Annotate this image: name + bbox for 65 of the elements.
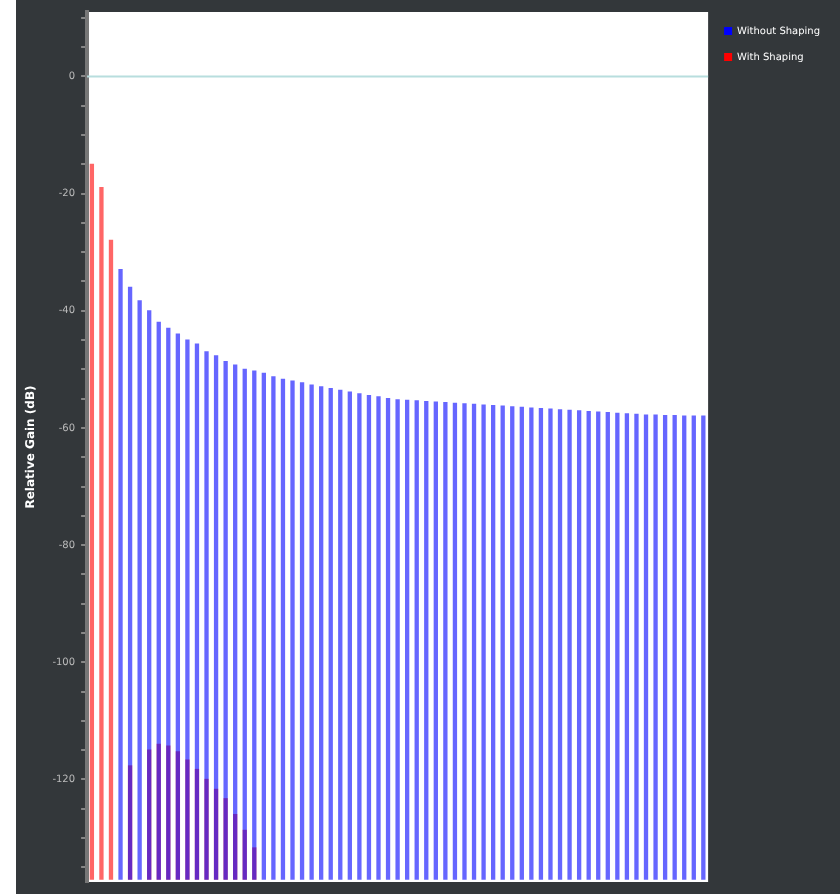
bar: [538, 407, 544, 880]
bar: [443, 402, 448, 880]
bar: [89, 163, 95, 880]
bar: [643, 414, 649, 880]
bar: [586, 410, 591, 880]
bar: [233, 364, 238, 880]
bar: [185, 339, 190, 880]
bar: [328, 388, 333, 880]
bar: [366, 395, 372, 880]
bar: [576, 410, 582, 880]
bar: [204, 351, 209, 880]
bar: [357, 393, 362, 880]
bar: [299, 382, 305, 880]
bar: [137, 300, 142, 880]
bar: [662, 415, 668, 880]
bar: [280, 378, 286, 880]
bar: [405, 399, 410, 880]
bar: [347, 391, 352, 880]
bar: [175, 333, 181, 880]
bar: [510, 406, 515, 880]
bar: [309, 384, 314, 880]
bar: [271, 376, 276, 880]
bar: [319, 386, 324, 880]
bar: [108, 239, 114, 880]
bar: [682, 415, 687, 880]
bar: [596, 411, 601, 880]
bar: [127, 286, 133, 880]
bar: [529, 407, 534, 880]
bar: [252, 370, 257, 880]
bar: [567, 409, 572, 880]
bar: [462, 403, 467, 880]
bar: [424, 400, 429, 880]
bar: [605, 412, 610, 880]
bar: [691, 415, 696, 880]
bar: [414, 400, 419, 880]
bar: [481, 404, 486, 880]
bar: [338, 389, 343, 880]
bar: [490, 405, 496, 880]
bar: [519, 406, 524, 880]
bar: [701, 415, 706, 880]
bar: [500, 405, 505, 880]
bar: [624, 413, 630, 880]
bar: [223, 361, 228, 880]
bar: [213, 355, 219, 880]
bar: [376, 396, 381, 880]
bar: [672, 415, 677, 880]
bar: [290, 380, 295, 880]
bar: [548, 408, 553, 880]
bar: [147, 310, 152, 880]
bar: [166, 327, 171, 880]
bar: [156, 321, 161, 880]
bar: [395, 399, 400, 880]
bar: [385, 398, 391, 880]
bar: [433, 401, 438, 880]
bar: [471, 403, 477, 880]
bar: [615, 412, 620, 880]
bar: [557, 409, 563, 880]
bar: [452, 402, 458, 880]
bar: [194, 343, 200, 880]
bar: [653, 414, 658, 880]
bar: [242, 368, 247, 880]
bar: [99, 187, 104, 880]
bar: [634, 413, 639, 880]
bar: [118, 269, 123, 880]
bar: [261, 372, 267, 880]
